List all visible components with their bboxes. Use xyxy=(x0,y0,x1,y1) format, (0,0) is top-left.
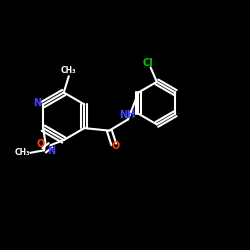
Text: N: N xyxy=(48,146,56,156)
Text: O: O xyxy=(37,138,45,148)
Text: CH₃: CH₃ xyxy=(15,148,30,157)
Text: O: O xyxy=(112,141,120,151)
Text: Cl: Cl xyxy=(143,58,154,68)
Text: NH: NH xyxy=(119,110,135,120)
Text: N: N xyxy=(34,98,42,108)
Text: CH₃: CH₃ xyxy=(61,66,76,75)
